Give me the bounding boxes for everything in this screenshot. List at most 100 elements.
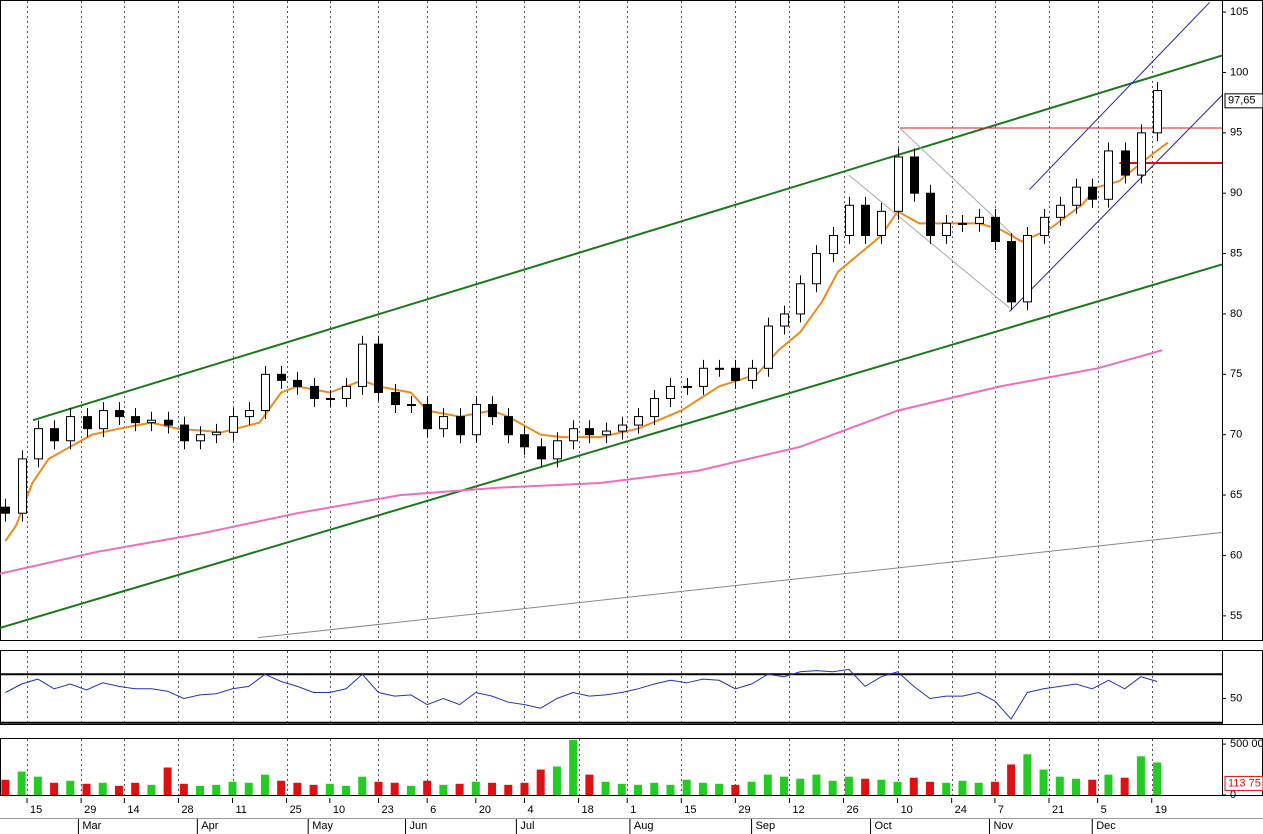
candle-body (1023, 234, 1032, 303)
x-tick-label: 10 (901, 804, 913, 816)
volume-bar (747, 781, 756, 795)
x-tick-label: 24 (955, 804, 967, 816)
candle-body (926, 192, 935, 236)
candle-body (18, 458, 27, 514)
candle-body (894, 156, 903, 212)
x-tick-label: 10 (333, 804, 345, 816)
volume-bar (66, 780, 75, 795)
volume-bar (309, 784, 318, 795)
volume-bar (504, 784, 513, 795)
candle-body (261, 373, 270, 412)
candle-body (812, 253, 821, 285)
volume-bar (585, 774, 594, 795)
candle-body (1072, 186, 1081, 206)
x-tick-label: 5 (1101, 804, 1107, 816)
month-label: May (312, 820, 333, 832)
trend-line (1029, 2, 1210, 190)
candle-body (358, 343, 367, 387)
volume-bar (698, 782, 707, 795)
candle-body (407, 404, 416, 407)
candle-body (715, 367, 724, 370)
candle-body (975, 216, 984, 224)
trend-line (0, 263, 1223, 629)
volume-bar (358, 776, 367, 795)
candle-body (212, 431, 221, 436)
volume-bar (974, 782, 983, 795)
volume-bar (1023, 754, 1032, 795)
moving-average (4, 141, 1169, 542)
volume-bar (244, 782, 253, 795)
volume-bar (163, 767, 172, 795)
volume-bar (82, 783, 91, 795)
volume-bar (909, 777, 918, 795)
volume-bar (98, 782, 107, 795)
candle-body (99, 410, 108, 430)
y-tick-label: 55 (1230, 610, 1242, 622)
candle-body (488, 404, 497, 418)
volume-bar (406, 785, 415, 795)
y-tick-label: 70 (1230, 429, 1242, 441)
volume-bar (1072, 778, 1081, 795)
volume-bar (715, 783, 724, 795)
volume-bar (390, 782, 399, 795)
y-tick-label: 0 (1230, 789, 1236, 801)
last-price-box (1224, 93, 1263, 109)
x-tick-label: 12 (792, 804, 804, 816)
y-tick-label: 85 (1230, 247, 1242, 259)
candle-body (553, 440, 562, 460)
volume-bar (569, 740, 578, 795)
volume-bar (293, 782, 302, 795)
candle-body (66, 416, 75, 442)
y-tick-label: 50 (1230, 692, 1242, 704)
volume-bar (114, 785, 123, 795)
volume-bar (682, 779, 691, 795)
candle-body (1104, 150, 1113, 200)
candle-body (1040, 216, 1049, 236)
x-tick-label: 15 (30, 804, 42, 816)
y-tick-label: 80 (1230, 308, 1242, 320)
candle-body (650, 397, 659, 418)
x-tick-label: 1 (630, 804, 636, 816)
candle-body (504, 416, 513, 436)
candle-body (472, 404, 481, 436)
y-tick-label: 75 (1230, 368, 1242, 380)
x-tick-label: 14 (127, 804, 139, 816)
candle-body (34, 428, 43, 460)
y-tick-label: 90 (1230, 187, 1242, 199)
candle-body (861, 204, 870, 236)
x-tick-label: 11 (236, 804, 247, 816)
month-label: Sep (756, 820, 776, 832)
candle-body (683, 385, 692, 388)
y-tick-label: 105 (1230, 6, 1248, 18)
x-tick-label: 4 (527, 804, 533, 816)
last-volume-box (1224, 775, 1263, 791)
volume-bar (212, 784, 221, 795)
volume-bar (1104, 774, 1113, 795)
volume-bar (439, 784, 448, 795)
volume-bar (780, 776, 789, 795)
x-tick-label: 20 (479, 804, 491, 816)
candle-body (877, 210, 886, 236)
candle-body (666, 385, 675, 399)
candle-body (845, 204, 854, 236)
volume-bar (50, 782, 59, 795)
volume-bar (325, 783, 334, 795)
volume-bar (196, 785, 205, 795)
candle-body (196, 434, 205, 442)
y-tick-label: 65 (1230, 489, 1242, 501)
trend-line (1009, 95, 1223, 312)
volume-bar (634, 784, 643, 795)
month-label: Nov (993, 820, 1013, 832)
candle-body (520, 434, 529, 448)
candle-body (748, 367, 757, 381)
candle-body (1121, 150, 1130, 176)
volume-bar (958, 780, 967, 795)
volume-bar (536, 769, 545, 795)
volume-bar (650, 782, 659, 795)
candle-body (1056, 204, 1065, 218)
volume-bar (520, 782, 529, 795)
candle-body (326, 397, 335, 400)
candle-body (958, 222, 967, 225)
candle-body (1088, 186, 1097, 200)
